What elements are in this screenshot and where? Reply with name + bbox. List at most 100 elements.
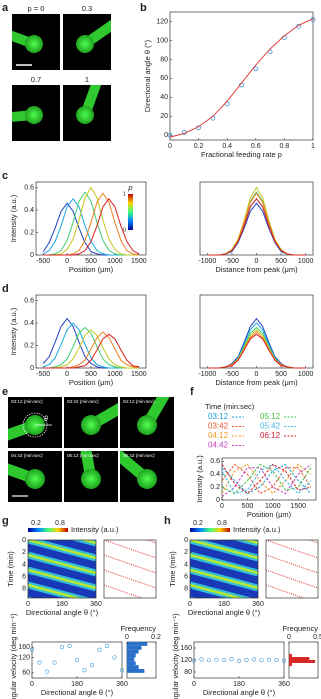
x-tick-label: -1000	[198, 258, 216, 265]
blob	[8, 460, 45, 489]
series-line	[207, 186, 306, 256]
x-tick-label: -500	[225, 371, 239, 378]
y-tick-label: 6	[184, 573, 188, 580]
tile-clip	[76, 85, 102, 124]
series-line	[207, 333, 306, 369]
x-tick-label: 500	[275, 258, 287, 265]
blob	[12, 106, 43, 124]
y-tick-label: 0.4	[210, 471, 220, 478]
series-line	[207, 191, 306, 256]
x-axis-label: Position (μm)	[69, 378, 114, 387]
panel-letter: a	[2, 2, 9, 14]
x-tick-label: 360	[116, 681, 128, 688]
point	[229, 656, 234, 662]
series-line	[207, 192, 306, 256]
series-line	[43, 186, 139, 256]
blob	[81, 400, 118, 435]
tile-label: 0.7	[31, 75, 41, 84]
stripe	[28, 615, 96, 633]
x-tick-label: 1000	[298, 258, 314, 265]
x-tick-label: 0	[192, 681, 196, 688]
y-axis-label: Angular velocity (deg min⁻¹)	[9, 613, 18, 699]
y-tick-label: 0	[22, 537, 26, 544]
x-tick-label: -500	[36, 371, 50, 378]
point	[259, 658, 264, 663]
blob	[78, 451, 101, 489]
stripe	[28, 553, 96, 575]
legend-entry: 03:42	[208, 422, 229, 431]
tile-label: 0.3	[82, 4, 92, 13]
panel-letter: d	[2, 283, 9, 295]
y-tick-label: 60	[22, 670, 30, 677]
x-tick-label: 180	[218, 601, 230, 608]
hist-bar	[127, 665, 139, 669]
blob	[76, 19, 111, 53]
series-line	[207, 198, 306, 256]
tile-label: p = 0	[28, 4, 45, 13]
trace-frame	[103, 539, 157, 599]
x-tick-label: 500	[275, 371, 287, 378]
colorbar-tick-label: 0.8	[55, 520, 65, 527]
tile-label: 05:12 (min:sec)	[67, 453, 99, 458]
series-line	[207, 317, 306, 369]
hist-bar	[289, 654, 292, 657]
trace-clip	[104, 540, 156, 598]
plot-frame	[221, 457, 317, 501]
point	[244, 657, 249, 663]
legend-title: Time (min:sec)	[205, 402, 255, 411]
x-tick-label: 0.2	[194, 143, 204, 150]
point	[236, 658, 242, 664]
y-tick-label: 60	[160, 75, 168, 82]
y-axis-label: Directional angle θ (°)	[143, 39, 152, 112]
point	[214, 657, 219, 662]
tile-clip	[8, 460, 45, 489]
y-tick-label: 0	[30, 252, 34, 259]
blob-head	[137, 415, 157, 435]
x-tick-label: 0	[220, 503, 224, 510]
blob	[76, 85, 102, 124]
x-axis-label: Position (μm)	[69, 265, 114, 274]
y-axis-label: Angular velocity (deg min⁻¹)	[171, 613, 180, 699]
point	[251, 657, 257, 662]
hist-bar	[289, 657, 310, 660]
stripe	[28, 568, 96, 590]
angle-label: θ	[44, 416, 48, 423]
panel-letter: g	[2, 515, 9, 527]
point	[52, 660, 57, 665]
point	[167, 132, 173, 138]
series-line	[207, 198, 306, 256]
point	[253, 66, 259, 72]
blob-head	[25, 469, 45, 489]
y-tick-label: 160	[18, 644, 30, 651]
trace-frame	[265, 539, 319, 599]
point	[59, 645, 65, 650]
x-tick-label: 1000	[298, 371, 314, 378]
blob	[137, 397, 172, 435]
y-tick-label: 120	[180, 657, 192, 664]
tile-label: 03:42 (min:sec)	[67, 399, 99, 404]
y-tick-label: 2	[22, 549, 26, 556]
y-tick-label: 0.4	[24, 320, 34, 327]
x-axis-label: Directional angle θ (°)	[26, 608, 99, 617]
hist-bar	[127, 645, 142, 650]
colorbar-tick-label: 0.2	[31, 520, 41, 527]
tile-label: 05:42 (min:sec)	[123, 453, 155, 458]
panel-letter: c	[2, 170, 8, 182]
x-tick-label: -500	[225, 258, 239, 265]
point	[266, 657, 272, 662]
y-tick-label: 100	[156, 37, 168, 44]
legend-entry: 04:12	[208, 431, 229, 440]
hist-bar	[127, 649, 139, 654]
x-tick-label: 360	[90, 601, 102, 608]
hist-tick-label: 0	[287, 634, 291, 641]
blob-head	[25, 106, 43, 124]
y-tick-label: 2	[184, 549, 188, 556]
series-line	[221, 463, 312, 495]
blob-head	[76, 35, 94, 53]
trace	[104, 540, 156, 559]
y-axis-label: Time (min)	[6, 551, 15, 587]
x-tick-label: 1500	[290, 503, 306, 510]
x-tick-label: 0	[255, 371, 259, 378]
x-tick-label: 0.4	[222, 143, 232, 150]
hist-label: Frequency	[283, 624, 319, 633]
